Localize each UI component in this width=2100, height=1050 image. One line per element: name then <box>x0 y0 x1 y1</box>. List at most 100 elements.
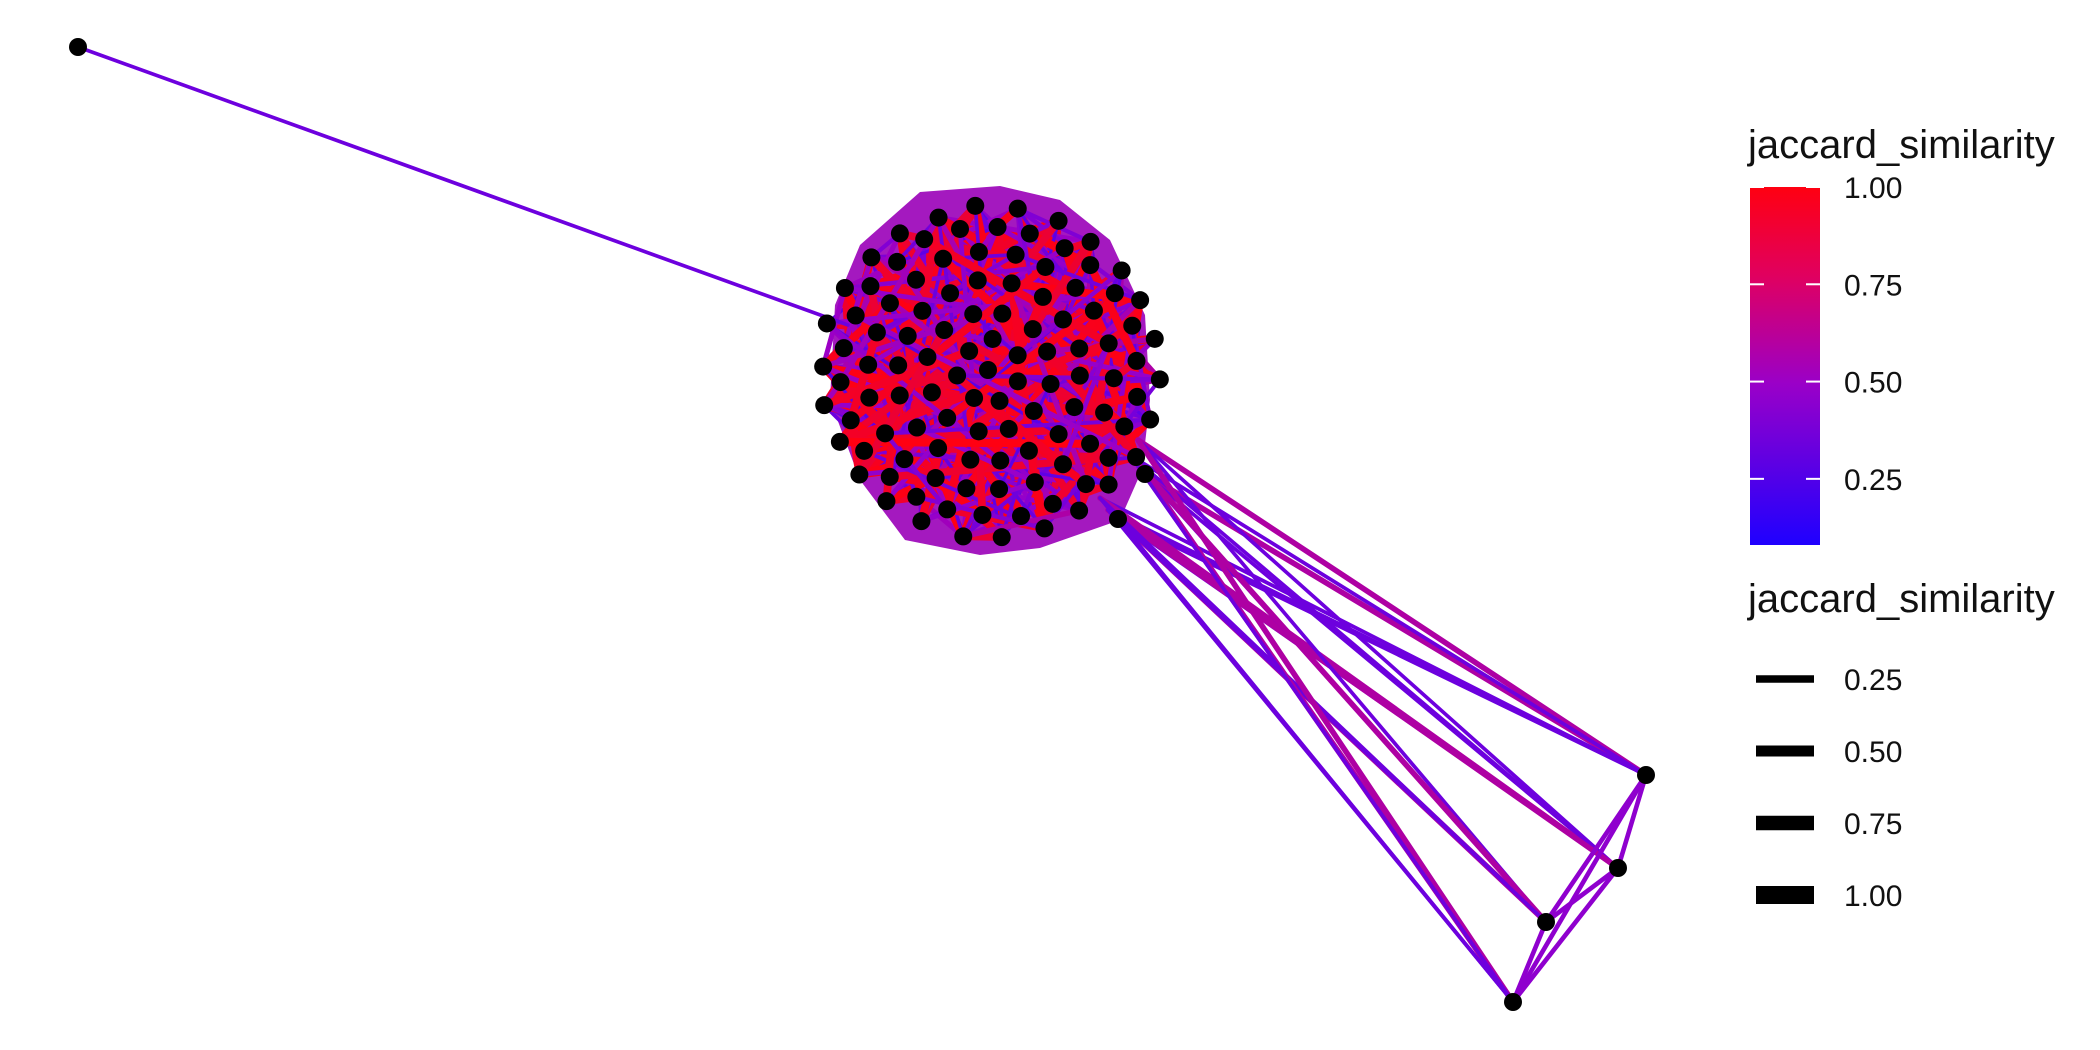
graph-node <box>1008 346 1027 365</box>
graph-node <box>973 505 992 524</box>
graph-node <box>1127 351 1146 370</box>
graph-node <box>1038 342 1057 361</box>
graph-node <box>968 271 987 290</box>
graph-edge <box>1510 919 1549 1005</box>
graph-node <box>907 270 926 289</box>
graph-edge <box>1510 865 1621 1005</box>
graph-edge <box>1056 341 1111 437</box>
graph-node <box>907 487 926 506</box>
graph-edge <box>76 45 850 327</box>
graph-edge <box>1106 508 1548 924</box>
graph-node <box>969 422 988 441</box>
graph-node <box>1150 370 1169 389</box>
graph-node <box>1020 224 1039 243</box>
graph-node <box>1002 274 1021 293</box>
graph-node <box>815 396 834 415</box>
graph-node <box>907 418 926 437</box>
graph-node <box>1104 369 1123 388</box>
graph-node <box>938 500 957 519</box>
graph-node <box>1008 199 1027 218</box>
graph-node <box>1084 301 1103 320</box>
graph-node <box>1099 334 1118 353</box>
graph-node <box>880 467 899 486</box>
graph-edge <box>1135 437 1649 778</box>
colorbar-tick-label: 0.75 <box>1844 269 1902 302</box>
graph-node <box>1081 256 1100 275</box>
graph-node <box>1076 475 1095 494</box>
graph-node <box>898 326 917 345</box>
graph-edge <box>1060 340 1112 467</box>
graph-node <box>1054 310 1073 329</box>
graph-node <box>983 329 1002 348</box>
graph-node <box>889 356 908 375</box>
graph-node <box>1095 403 1114 422</box>
graph-node <box>1066 278 1085 297</box>
graph-node <box>960 342 979 361</box>
graph-node <box>817 314 836 333</box>
graph-node <box>1025 473 1044 492</box>
graph-node <box>915 230 934 249</box>
graph-edge <box>1105 507 1621 871</box>
graph-node <box>1019 441 1038 460</box>
graph-node <box>950 219 969 238</box>
graph-node <box>1128 387 1147 406</box>
graph-node <box>957 479 976 498</box>
graph-node <box>922 383 941 402</box>
width-legend: jaccard_similarity 0.25 0.50 0.75 1.00 <box>1747 577 2055 913</box>
graph-edge <box>920 235 1113 348</box>
graph-node <box>850 465 869 484</box>
graph-node <box>1141 410 1160 429</box>
graph-node <box>1099 448 1118 467</box>
graph-edge <box>841 254 874 351</box>
graph-node <box>934 249 953 268</box>
graph-node <box>1024 401 1043 420</box>
graph-node <box>993 304 1012 323</box>
graph-edge <box>846 328 881 425</box>
graph-edge <box>1135 437 1516 1005</box>
graph-node <box>1637 766 1655 784</box>
graph-node <box>1131 291 1150 310</box>
graph-node <box>860 388 879 407</box>
graph-node <box>876 424 895 443</box>
width-legend-label: 1.00 <box>1844 880 1902 913</box>
graph-node <box>1609 859 1627 877</box>
graph-edge <box>1136 438 1620 870</box>
graph-node <box>918 347 937 366</box>
graph-node <box>1099 475 1118 494</box>
width-legend-label: 0.25 <box>1844 664 1902 697</box>
colorbar-tick-label: 0.25 <box>1844 464 1902 497</box>
graph-node <box>1123 316 1142 335</box>
width-legend-label: 0.50 <box>1844 736 1902 769</box>
graph-node <box>830 432 849 451</box>
width-legend-label: 0.75 <box>1844 808 1902 841</box>
graph-node <box>948 366 967 385</box>
graph-edge <box>1128 453 1515 1004</box>
graph-node <box>1081 434 1100 453</box>
graph-node <box>1115 417 1134 436</box>
graph-node <box>867 323 886 342</box>
graph-node <box>859 355 878 374</box>
graph-node <box>913 301 932 320</box>
graph-node <box>831 373 850 392</box>
graph-node <box>1136 465 1154 483</box>
graph-node <box>1053 455 1072 474</box>
graph-node <box>990 480 1009 499</box>
graph-node <box>1112 261 1131 280</box>
graph-node <box>888 252 907 271</box>
graph-node <box>912 512 931 531</box>
graph-node <box>834 339 853 358</box>
graph-node <box>1065 398 1084 417</box>
colorbar-tick-label: 0.50 <box>1844 367 1902 400</box>
graph-node <box>1070 501 1089 520</box>
graph-node <box>966 196 985 215</box>
graph-node <box>862 248 881 267</box>
graph-node <box>1033 287 1052 306</box>
graph-edge <box>1510 772 1649 1005</box>
graph-node <box>1049 211 1068 230</box>
graph-node <box>1081 232 1100 251</box>
graph-node <box>929 439 948 458</box>
graph-node <box>855 441 874 460</box>
graph-edge <box>882 431 950 512</box>
graph-edge <box>1543 865 1621 925</box>
